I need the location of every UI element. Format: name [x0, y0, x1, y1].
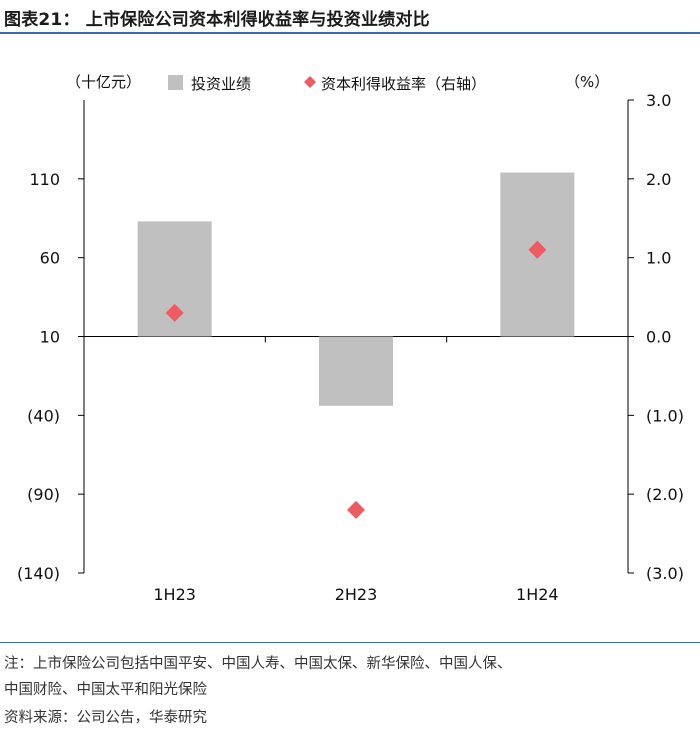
legend-swatch-yield — [304, 76, 316, 88]
category-label: 1H24 — [516, 585, 559, 604]
left-tick-label: (40) — [27, 406, 60, 425]
right-axis-unit: （%） — [565, 73, 609, 91]
category-label: 2H23 — [335, 585, 378, 604]
capital-gain-yield-marker — [347, 500, 365, 519]
left-tick-label: (90) — [27, 485, 60, 504]
left-tick-label: (140) — [17, 564, 60, 583]
bar-scatter-chart: 110 60 10 (40) (90) (140) 3.0 2.0 1.0 0.0 (1.0) (2.… — [17, 73, 684, 604]
left-tick-label: 110 — [29, 170, 60, 189]
title-divider — [0, 32, 700, 34]
investment-bar — [319, 336, 393, 406]
capital-gain-yield-marker — [165, 303, 184, 322]
legend-label-yield: 资本利得收益率（右轴） — [321, 75, 486, 93]
right-tick-label: 0.0 — [646, 328, 671, 347]
source-note: 资料来源：公司公告，华泰研究 — [4, 710, 207, 726]
right-tick-label: (2.0) — [646, 485, 684, 504]
right-tick-label: (3.0) — [646, 564, 684, 583]
note-line-2: 中国财险、中国太平和阳光保险 — [4, 682, 207, 698]
figure-title: 图表21： 上市保险公司资本利得收益率与投资业绩对比 — [4, 10, 430, 30]
right-tick-label: 2.0 — [646, 170, 671, 189]
left-tick-label: 10 — [40, 328, 60, 347]
right-tick-label: 1.0 — [646, 249, 671, 268]
left-axis-unit: （十亿元） — [66, 73, 141, 91]
capital-gain-yield-marker — [528, 240, 547, 259]
right-tick-label: 3.0 — [646, 91, 671, 110]
note-line-1: 注：上市保险公司包括中国平安、中国人寿、中国太保、新华保险、中国人保、 — [4, 656, 512, 672]
left-tick-label: 60 — [40, 249, 60, 268]
legend-swatch-bars — [168, 75, 183, 90]
legend-label-bars: 投资业绩 — [191, 75, 251, 93]
footer-divider — [0, 642, 700, 643]
category-label: 1H23 — [153, 585, 196, 604]
right-tick-label: (1.0) — [646, 406, 684, 425]
